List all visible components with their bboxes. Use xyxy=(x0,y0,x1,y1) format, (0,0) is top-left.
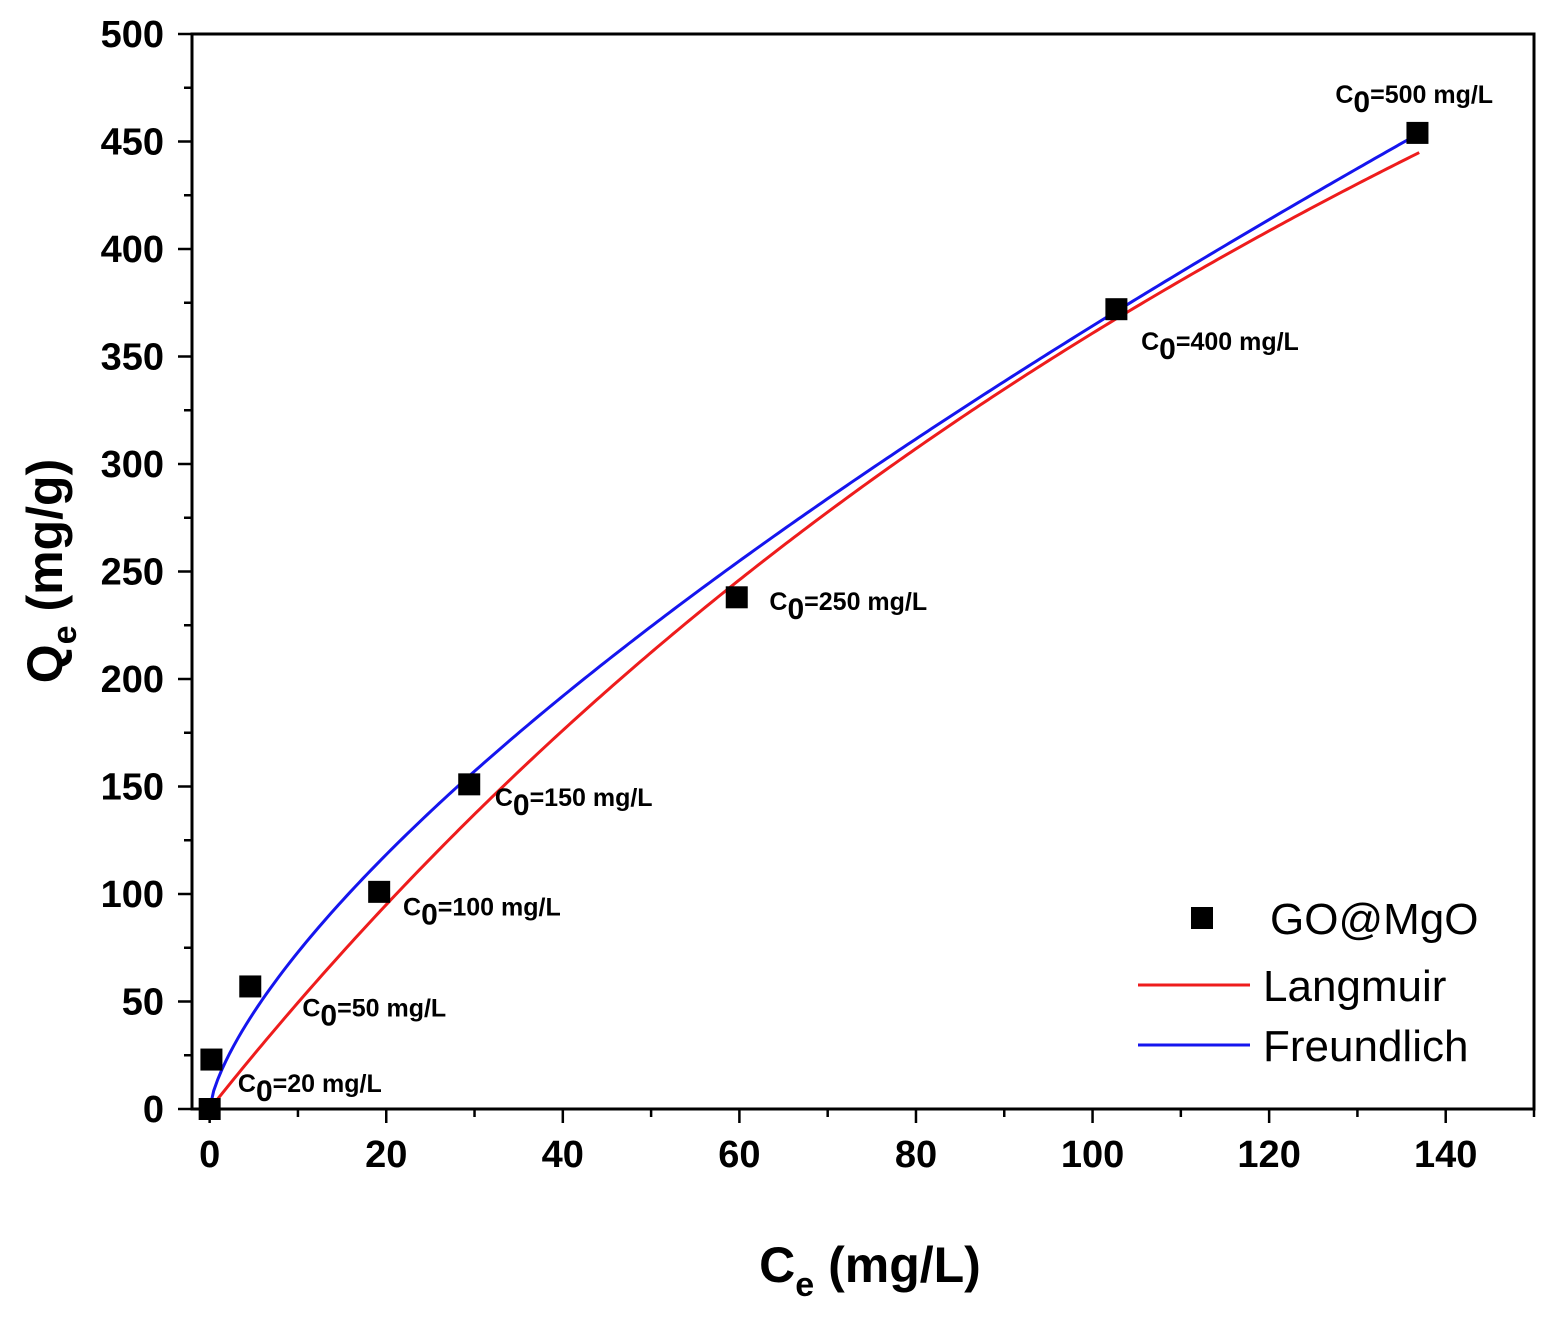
y-tick-label: 400 xyxy=(101,229,164,271)
x-tick-label: 100 xyxy=(1061,1134,1124,1176)
curve-freundlich xyxy=(208,132,1420,1110)
x-tick-label: 80 xyxy=(895,1134,937,1176)
annotation-label: C0=150 mg/L xyxy=(495,784,653,822)
y-tick-label: 200 xyxy=(101,659,164,701)
x-tick-label: 60 xyxy=(718,1134,760,1176)
y-tick-label: 150 xyxy=(101,767,164,809)
annotation-label: C0=400 mg/L xyxy=(1141,328,1299,366)
curve-langmuir xyxy=(208,151,1420,1110)
data-point xyxy=(1105,298,1128,321)
data-point xyxy=(200,1048,223,1071)
x-tick-label: 40 xyxy=(542,1134,584,1176)
x-tick-label: 120 xyxy=(1237,1134,1300,1176)
annotation-label: C0=50 mg/L xyxy=(302,995,446,1033)
legend-marker-go-mgo xyxy=(1191,907,1213,929)
y-axis-label: Qe (mg/g) xyxy=(17,459,84,683)
y-tick-label: 450 xyxy=(101,122,164,164)
annotation-label: C0=100 mg/L xyxy=(403,894,561,932)
fit-curves xyxy=(208,132,1420,1110)
plot-frame xyxy=(190,32,1536,1111)
y-tick-label: 500 xyxy=(101,14,164,56)
x-tick-label: 20 xyxy=(365,1134,407,1176)
data-point xyxy=(239,975,262,998)
x-tick-labels: 0 20 40 60 80 100 120 140 xyxy=(199,1134,1477,1176)
x-tick-label: 140 xyxy=(1414,1134,1477,1176)
annotation-label: C0=20 mg/L xyxy=(238,1070,382,1108)
legend-label-langmuir: Langmuir xyxy=(1263,962,1446,1011)
y-tick-label: 100 xyxy=(101,874,164,916)
legend: GO@MgO Langmuir Freundlich xyxy=(1138,895,1478,1071)
data-point xyxy=(725,586,748,609)
x-axis-label: Ce (mg/L) xyxy=(759,1237,981,1304)
data-point xyxy=(368,880,391,903)
annotation-label: C0=500 mg/L xyxy=(1335,81,1493,119)
x-tick-label: 0 xyxy=(199,1134,220,1176)
legend-label-go-mgo: GO@MgO xyxy=(1270,895,1478,944)
data-point xyxy=(1406,121,1429,144)
annotation-label: C0=250 mg/L xyxy=(769,588,927,626)
y-tick-label: 50 xyxy=(122,982,164,1024)
y-tick-label: 350 xyxy=(101,337,164,379)
y-tick-label: 250 xyxy=(101,552,164,594)
y-tick-label: 0 xyxy=(143,1089,164,1131)
data-point xyxy=(458,773,481,796)
data-points xyxy=(198,121,1429,1120)
y-tick-label: 300 xyxy=(101,444,164,486)
y-tick-labels: 0 50 100 150 200 250 300 350 400 450 500 xyxy=(101,14,164,1131)
legend-label-freundlich: Freundlich xyxy=(1263,1022,1468,1071)
point-annotations: C0=20 mg/L C0=50 mg/L C0=100 mg/L C0=150 mg… xyxy=(238,81,1493,1108)
